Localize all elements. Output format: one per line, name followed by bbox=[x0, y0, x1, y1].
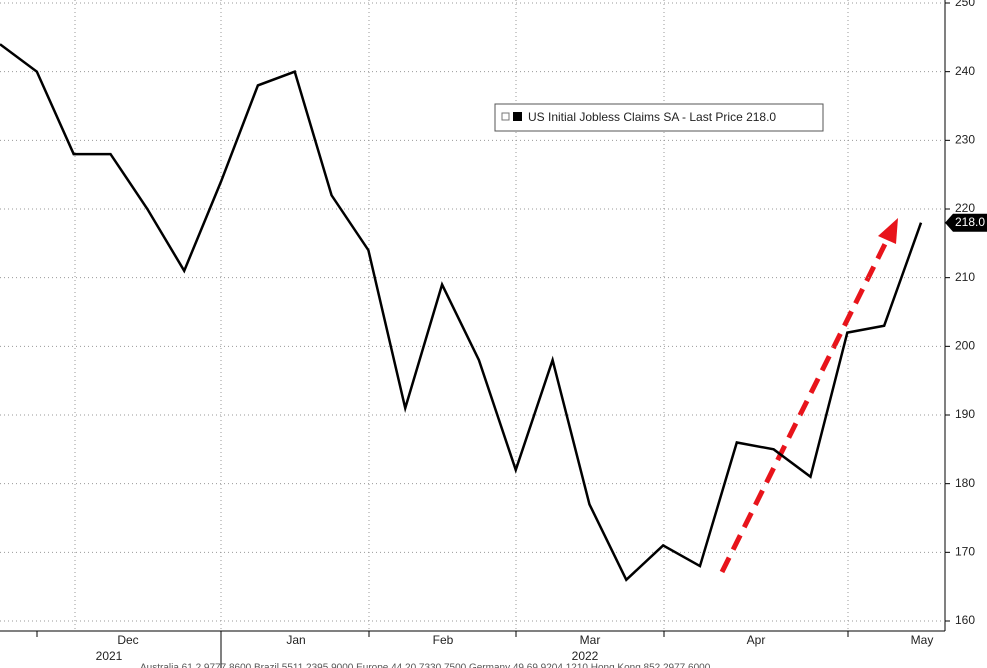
year-label: 2022 bbox=[572, 649, 599, 663]
x-tick-label: Apr bbox=[747, 633, 766, 647]
legend-box bbox=[494, 103, 824, 132]
last-price-label: 218.0 bbox=[955, 215, 985, 229]
annotation-arrow bbox=[719, 218, 898, 574]
x-tick-label: Feb bbox=[433, 633, 454, 647]
y-tick-label: 210 bbox=[955, 270, 975, 284]
legend-toggle bbox=[501, 112, 510, 121]
y-tick-label: 190 bbox=[955, 407, 975, 421]
x-tick-label: Jan bbox=[286, 633, 305, 647]
year-label: 2021 bbox=[96, 649, 123, 663]
legend-swatch bbox=[513, 112, 522, 121]
x-tick-label: May bbox=[911, 633, 934, 647]
arrow-shaft bbox=[719, 236, 891, 574]
y-tick-label: 170 bbox=[955, 545, 975, 559]
y-tick-label: 220 bbox=[955, 201, 975, 215]
vertical-grid bbox=[74, 0, 849, 631]
footer: Australia 61 2 9777 8600 Brazil 5511 239… bbox=[140, 663, 711, 668]
y-tick-label: 160 bbox=[955, 613, 975, 627]
x-tick-label: Dec bbox=[117, 633, 138, 647]
series-line bbox=[0, 43, 923, 582]
last-price-tag bbox=[945, 213, 987, 232]
x-tick-label: Mar bbox=[580, 633, 601, 647]
arrow-head bbox=[878, 218, 898, 244]
y-tick-label: 240 bbox=[955, 64, 975, 78]
y-tick-label: 230 bbox=[955, 133, 975, 147]
x-ticks bbox=[36, 631, 849, 637]
legend-label: US Initial Jobless Claims SA - Last Pric… bbox=[528, 110, 776, 124]
y-tick-label: 200 bbox=[955, 339, 975, 353]
y-tick-label: 250 bbox=[955, 0, 975, 9]
y-tick-label: 180 bbox=[955, 476, 975, 490]
